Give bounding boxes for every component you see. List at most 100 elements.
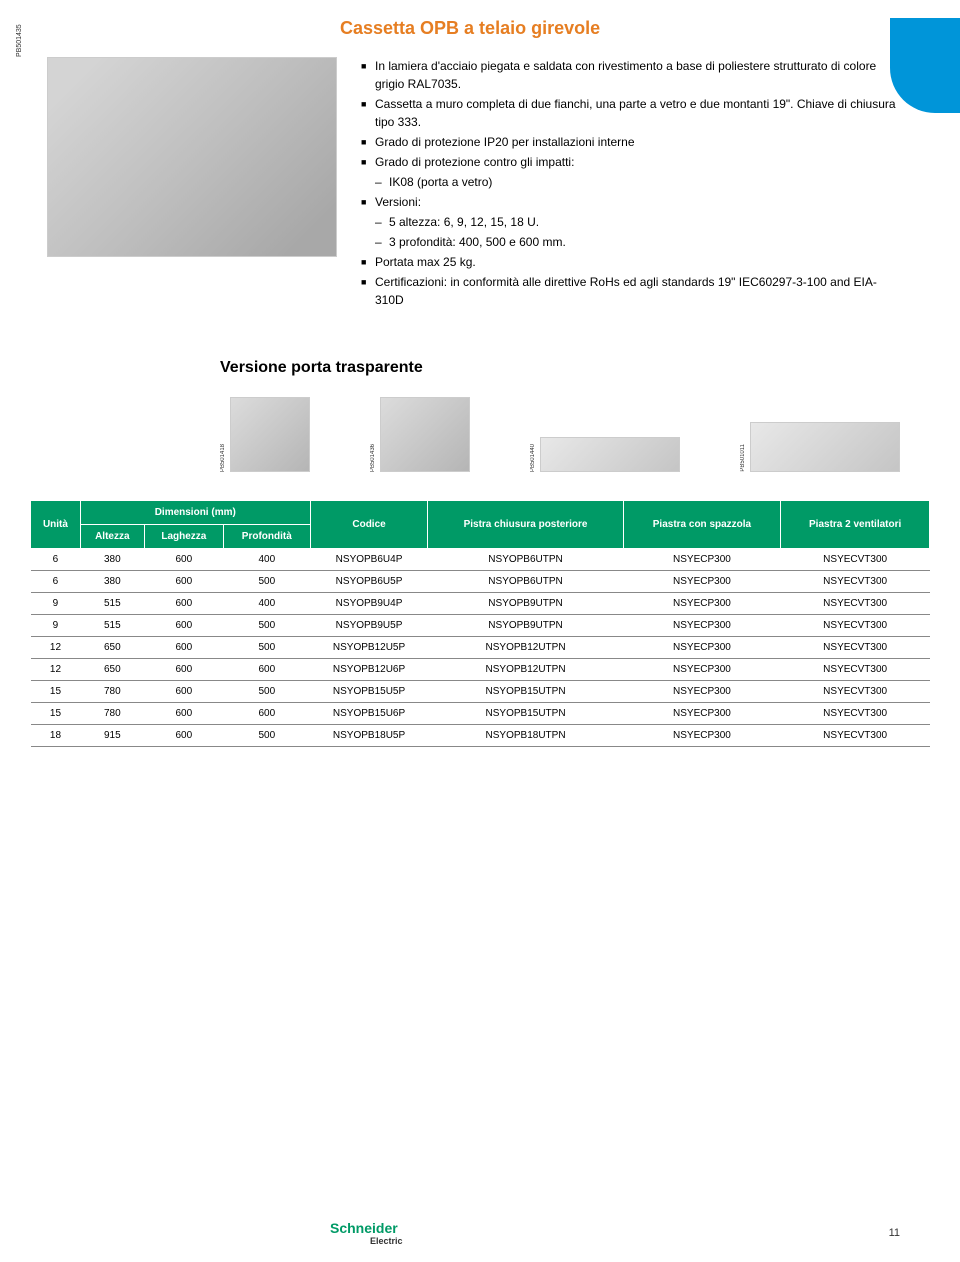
table-cell: 500 xyxy=(224,637,311,659)
table-row: 12650600500NSYOPB12U5PNSYOPB12UTPNNSYECP… xyxy=(31,637,930,659)
table-cell: 780 xyxy=(80,703,144,725)
table-cell: NSYOPB18U5P xyxy=(310,725,428,747)
table-cell: NSYOPB15U6P xyxy=(310,703,428,725)
th-dim-sub: Altezza xyxy=(80,525,144,549)
bullet-item: IK08 (porta a vetro) xyxy=(361,173,900,191)
thumbnail-label: PB501436 xyxy=(370,444,376,472)
th-spazzola: Piastra con spazzola xyxy=(623,501,781,549)
thumbnails-row: PB501418 PB501436 PB501440 PB501011 xyxy=(220,397,960,472)
table-cell: NSYOPB9U4P xyxy=(310,593,428,615)
thumbnail-label: PB501011 xyxy=(740,444,746,472)
table-cell: NSYECVT300 xyxy=(781,681,930,703)
table-cell: 600 xyxy=(224,659,311,681)
thumbnail-label: PB501440 xyxy=(530,444,536,472)
th-dim-sub: Laghezza xyxy=(144,525,223,549)
table-cell: 650 xyxy=(80,637,144,659)
table-cell: NSYOPB15UTPN xyxy=(428,681,623,703)
table-cell: 515 xyxy=(80,615,144,637)
th-unita: Unità xyxy=(31,501,81,549)
table-cell: NSYECP300 xyxy=(623,615,781,637)
table-cell: 400 xyxy=(224,593,311,615)
table-cell: NSYOPB15UTPN xyxy=(428,703,623,725)
table-cell: 18 xyxy=(31,725,81,747)
table-cell: 15 xyxy=(31,681,81,703)
table-cell: 780 xyxy=(80,681,144,703)
thumbnail-label: PB501418 xyxy=(220,444,226,472)
bullet-item: Cassetta a muro completa di due fianchi,… xyxy=(361,95,900,131)
logo-main: Schneider xyxy=(330,1220,398,1236)
table-cell: 600 xyxy=(144,681,223,703)
brand-logo: Schneider Electric xyxy=(330,1220,403,1246)
table-cell: 600 xyxy=(144,593,223,615)
table-cell: 600 xyxy=(224,703,311,725)
table-cell: 600 xyxy=(144,703,223,725)
table-cell: NSYECVT300 xyxy=(781,659,930,681)
table-cell: NSYOPB6U4P xyxy=(310,549,428,571)
thumbnail-wrap: PB501440 xyxy=(530,437,680,472)
table-cell: NSYECVT300 xyxy=(781,549,930,571)
table-row: 9515600400NSYOPB9U4PNSYOPB9UTPNNSYECP300… xyxy=(31,593,930,615)
th-ventilatori: Piastra 2 ventilatori xyxy=(781,501,930,549)
table-row: 6380600400NSYOPB6U4PNSYOPB6UTPNNSYECP300… xyxy=(31,549,930,571)
table-row: 9515600500NSYOPB9U5PNSYOPB9UTPNNSYECP300… xyxy=(31,615,930,637)
table-cell: NSYECVT300 xyxy=(781,593,930,615)
feature-bullets: In lamiera d'acciaio piegata e saldata c… xyxy=(361,57,900,311)
thumbnail-image xyxy=(750,422,900,472)
page-number: 11 xyxy=(889,1227,900,1239)
table-cell: NSYOPB15U5P xyxy=(310,681,428,703)
bullet-item: Versioni: xyxy=(361,193,900,211)
table-cell: NSYOPB12UTPN xyxy=(428,637,623,659)
th-dim-sub: Profondità xyxy=(224,525,311,549)
thumbnail-image xyxy=(230,397,310,472)
table-cell: NSYOPB6U5P xyxy=(310,571,428,593)
table-cell: 515 xyxy=(80,593,144,615)
table-cell: NSYECP300 xyxy=(623,681,781,703)
table-row: 12650600600NSYOPB12U6PNSYOPB12UTPNNSYECP… xyxy=(31,659,930,681)
table-cell: 915 xyxy=(80,725,144,747)
table-cell: 15 xyxy=(31,703,81,725)
table-cell: NSYOPB9UTPN xyxy=(428,615,623,637)
th-dimensioni: Dimensioni (mm) xyxy=(80,501,310,525)
table-cell: 500 xyxy=(224,681,311,703)
bullet-item: 5 altezza: 6, 9, 12, 15, 18 U. xyxy=(361,213,900,231)
page-title: Cassetta OPB a telaio girevole xyxy=(340,18,960,39)
table-cell: 600 xyxy=(144,549,223,571)
table-cell: NSYECP300 xyxy=(623,725,781,747)
thumbnail-wrap: PB501436 xyxy=(370,397,470,472)
table-cell: NSYECVT300 xyxy=(781,637,930,659)
hero-image-label: PB501435 xyxy=(16,57,23,187)
table-cell: NSYECP300 xyxy=(623,549,781,571)
table-cell: 6 xyxy=(31,549,81,571)
footer: Schneider Electric 11 xyxy=(0,1220,960,1246)
product-table: Unità Dimensioni (mm) Codice Pistra chiu… xyxy=(30,500,930,747)
table-cell: NSYECVT300 xyxy=(781,571,930,593)
table-cell: 12 xyxy=(31,637,81,659)
table-cell: 600 xyxy=(144,659,223,681)
table-cell: 400 xyxy=(224,549,311,571)
table-cell: 650 xyxy=(80,659,144,681)
table-cell: 380 xyxy=(80,571,144,593)
hero-image xyxy=(47,57,337,257)
bullet-item: Certificazioni: in conformità alle diret… xyxy=(361,273,900,309)
th-codice: Codice xyxy=(310,501,428,549)
logo-sub: Electric xyxy=(370,1236,403,1246)
table-cell: 500 xyxy=(224,571,311,593)
table-cell: 380 xyxy=(80,549,144,571)
table-cell: NSYECP300 xyxy=(623,571,781,593)
table-cell: NSYOPB12U5P xyxy=(310,637,428,659)
table-cell: 600 xyxy=(144,571,223,593)
table-cell: 600 xyxy=(144,725,223,747)
thumbnail-image xyxy=(380,397,470,472)
bullet-item: Grado di protezione IP20 per installazio… xyxy=(361,133,900,151)
table-cell: NSYECP300 xyxy=(623,637,781,659)
main-section: PB501435 In lamiera d'acciaio piegata e … xyxy=(0,57,960,311)
table-cell: 12 xyxy=(31,659,81,681)
table-row: 15780600600NSYOPB15U6PNSYOPB15UTPNNSYECP… xyxy=(31,703,930,725)
table-cell: NSYOPB12UTPN xyxy=(428,659,623,681)
table-cell: NSYOPB6UTPN xyxy=(428,571,623,593)
table-row: 15780600500NSYOPB15U5PNSYOPB15UTPNNSYECP… xyxy=(31,681,930,703)
table-cell: NSYECP300 xyxy=(623,593,781,615)
table-cell: 500 xyxy=(224,725,311,747)
table-row: 6380600500NSYOPB6U5PNSYOPB6UTPNNSYECP300… xyxy=(31,571,930,593)
table-cell: 9 xyxy=(31,593,81,615)
